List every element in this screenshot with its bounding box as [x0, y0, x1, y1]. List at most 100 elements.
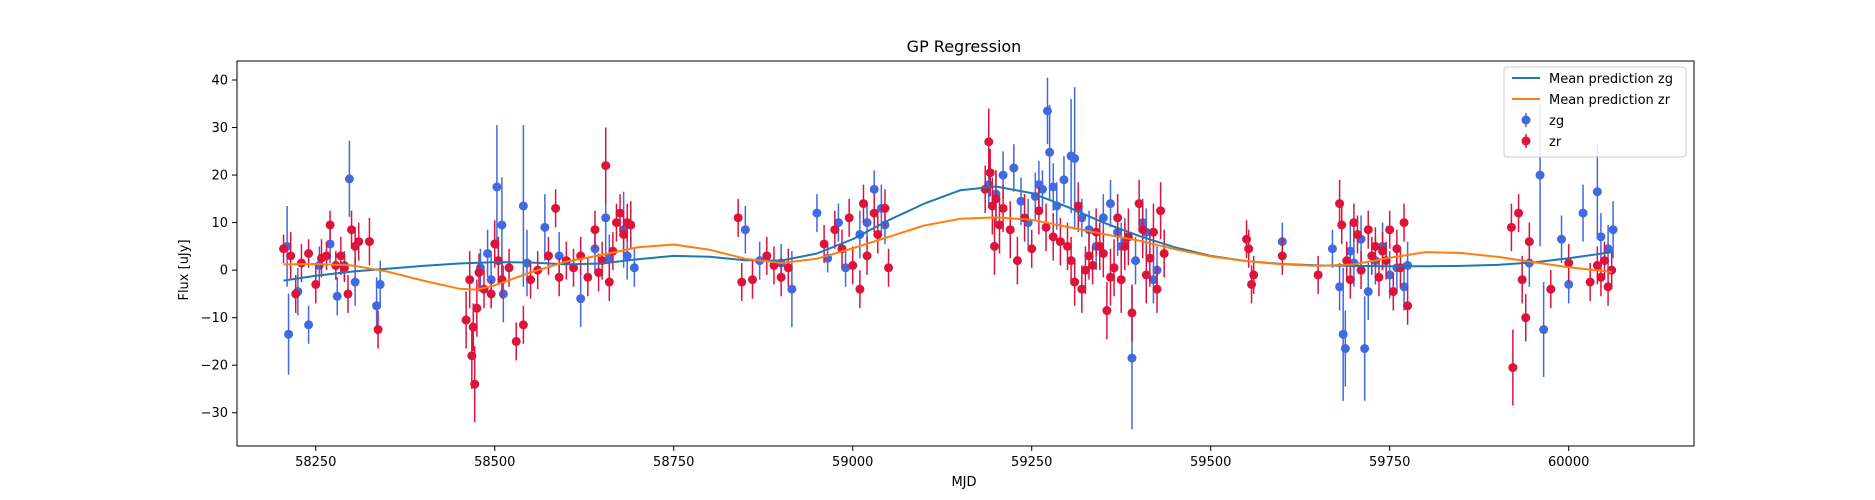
data-point-zg	[629, 263, 639, 273]
data-point-zr	[844, 213, 854, 223]
data-point-zr	[1116, 275, 1126, 285]
y-tick-label: −10	[201, 311, 228, 326]
data-point-zr	[980, 184, 990, 194]
data-point-zr	[776, 272, 786, 282]
data-point-zr	[762, 251, 772, 261]
data-point-zg	[498, 289, 508, 299]
data-point-zr	[830, 225, 840, 235]
axes-frame	[236, 60, 1695, 447]
data-point-zr	[1388, 287, 1398, 297]
data-point-zr	[569, 263, 579, 273]
data-point-zr	[855, 284, 865, 294]
data-point-zg	[1127, 353, 1137, 363]
data-point-zr	[615, 208, 625, 218]
series-line-mean-prediction-zg	[283, 185, 1612, 282]
data-point-zg	[1608, 225, 1618, 235]
y-tick-label: 40	[211, 74, 228, 89]
data-point-zr	[604, 277, 614, 287]
data-point-zr	[1399, 218, 1409, 228]
data-point-zr	[1088, 260, 1098, 270]
data-point-zr	[465, 275, 475, 285]
data-point-zg	[1345, 246, 1355, 256]
data-point-zr	[1095, 241, 1105, 251]
data-point-zr	[347, 225, 357, 235]
data-point-zg	[1564, 279, 1574, 289]
data-point-zg	[1059, 175, 1069, 185]
series-line-mean-prediction-zr	[283, 216, 1612, 291]
legend-label-zr: zr	[1549, 135, 1562, 150]
data-point-zr	[1592, 260, 1602, 270]
data-point-zr	[1349, 218, 1359, 228]
y-tick-label: 20	[211, 169, 228, 184]
data-point-zr	[1073, 201, 1083, 211]
legend: Mean prediction zg Mean prediction zr zg…	[1503, 66, 1687, 158]
data-point-zr	[1242, 234, 1252, 244]
data-point-zr	[848, 260, 858, 270]
data-point-zr	[1145, 253, 1155, 263]
data-point-zg	[1131, 256, 1141, 266]
data-point-zg	[375, 279, 385, 289]
data-point-zr	[1517, 275, 1527, 285]
data-point-zr	[873, 229, 883, 239]
data-point-zr	[1066, 256, 1076, 266]
data-point-zg	[1048, 182, 1058, 192]
data-point-zr	[1337, 220, 1347, 230]
data-point-zr	[1141, 270, 1151, 280]
data-point-zr	[984, 137, 994, 147]
data-point-zg	[862, 218, 872, 228]
data-point-zg	[1042, 106, 1052, 116]
data-point-zr	[1392, 244, 1402, 254]
data-point-zg	[1363, 287, 1373, 297]
data-point-zr	[1113, 213, 1123, 223]
data-point-zg	[518, 201, 528, 211]
data-point-zr	[364, 237, 374, 247]
data-point-zr	[526, 275, 536, 285]
data-point-zr	[1034, 206, 1044, 216]
data-point-zr	[1395, 263, 1405, 273]
data-point-zr	[583, 272, 593, 282]
data-point-zg	[1148, 275, 1158, 285]
data-point-zr	[987, 201, 997, 211]
data-point-zg	[1603, 244, 1613, 254]
data-point-zr	[472, 303, 482, 313]
data-point-zg	[841, 263, 851, 273]
x-tick-label: 58250	[295, 455, 336, 470]
data-point-zg	[492, 182, 502, 192]
data-point-zr	[1041, 222, 1051, 232]
data-point-zr	[486, 289, 496, 299]
data-point-zg	[1360, 344, 1370, 354]
data-point-zr	[1005, 225, 1015, 235]
y-tick-label: −30	[201, 406, 228, 421]
data-point-zr	[1363, 225, 1373, 235]
data-point-zr	[733, 213, 743, 223]
data-point-zr	[279, 244, 289, 254]
data-point-zr	[311, 279, 321, 289]
legend-label-mean-zg: Mean prediction zg	[1549, 72, 1673, 87]
data-point-zr	[1020, 213, 1030, 223]
data-point-zr	[1070, 277, 1080, 287]
data-point-zr	[626, 220, 636, 230]
data-point-zg	[344, 174, 354, 184]
data-point-zr	[1356, 265, 1366, 275]
data-point-zg	[1105, 199, 1115, 209]
data-point-zr	[1152, 284, 1162, 294]
data-point-zg	[554, 251, 564, 261]
data-point-zr	[325, 220, 335, 230]
x-tick-label: 60000	[1548, 455, 1589, 470]
data-point-zg	[497, 220, 507, 230]
data-point-zr	[1374, 272, 1384, 282]
data-point-zr	[1098, 249, 1108, 258]
data-point-zr	[995, 220, 1005, 230]
x-axis-label: MJD	[951, 475, 976, 490]
data-point-zr	[461, 315, 471, 325]
data-point-zg	[1009, 163, 1019, 173]
x-tick-label: 58500	[474, 455, 515, 470]
data-point-zr	[869, 208, 879, 218]
y-tick-label: 0	[220, 264, 228, 279]
data-point-zg	[1077, 213, 1087, 223]
data-point-zg	[1399, 282, 1409, 292]
data-point-zr	[884, 263, 894, 273]
legend-marker-zr	[1521, 136, 1531, 146]
y-tick-label: 30	[211, 121, 228, 136]
